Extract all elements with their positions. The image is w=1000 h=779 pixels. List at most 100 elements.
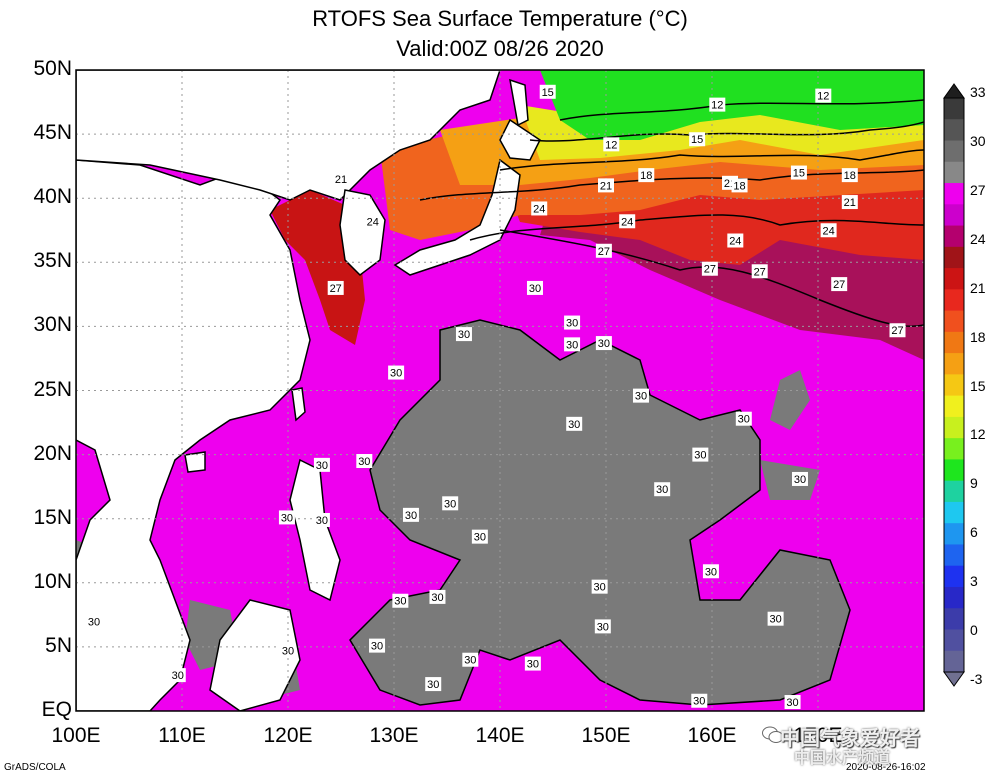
svg-text:30: 30	[597, 621, 609, 633]
svg-text:30: 30	[282, 646, 294, 658]
svg-text:21: 21	[335, 174, 347, 186]
colorbar-segment	[944, 459, 964, 482]
contour-label: 30	[654, 482, 671, 497]
contour-label: 30	[784, 695, 801, 710]
svg-text:24: 24	[729, 236, 741, 248]
lon-label: 100E	[51, 724, 101, 747]
contour-label: 30	[356, 454, 373, 469]
colorbar-segment	[944, 310, 964, 333]
svg-text:27: 27	[598, 246, 610, 258]
colorbar-segment	[944, 183, 964, 205]
colorbar-segment	[944, 119, 964, 142]
contour-label: 12	[603, 137, 620, 152]
svg-text:18: 18	[844, 170, 856, 182]
svg-text:30: 30	[358, 456, 370, 468]
lat-label: 45N	[33, 121, 72, 145]
lat-label: 30N	[33, 313, 72, 337]
contour-label: 24	[727, 233, 744, 248]
colorbar-segment	[944, 395, 964, 418]
svg-text:30: 30	[316, 460, 328, 472]
contour-label: 30	[564, 315, 581, 330]
svg-text:15: 15	[793, 168, 805, 180]
lon-label: 160E	[687, 724, 737, 747]
contour-label: 30	[691, 693, 708, 708]
colorbar-segment	[944, 140, 964, 163]
svg-text:30: 30	[88, 616, 100, 628]
contour-label: 27	[595, 243, 612, 258]
contour-30-central	[349, 319, 851, 706]
colorbar-max-arrow	[943, 83, 965, 99]
contour-label: 18	[638, 168, 655, 183]
colorbar-segment	[944, 225, 964, 248]
colorbar-segment	[944, 608, 964, 630]
colorbar-segment	[944, 523, 964, 545]
colorbar-segment	[944, 204, 964, 227]
lat-label: 35N	[33, 249, 72, 273]
contour-label: 27	[701, 261, 718, 276]
wechat-icon	[762, 726, 784, 743]
contour-label: 27	[751, 264, 768, 279]
map-title: RTOFS Sea Surface Temperature (°C)	[312, 6, 688, 31]
lon-label: 150E	[581, 724, 631, 747]
svg-text:21: 21	[844, 197, 856, 209]
colorbar-segment	[944, 246, 964, 269]
contour-label: 30	[692, 447, 709, 462]
sst-field-hot-pool-east	[760, 370, 820, 500]
colorbar-label: 6	[970, 524, 978, 541]
contour-label: 12	[709, 97, 726, 112]
colorbar-label: 27	[970, 181, 986, 198]
contour-label: 30	[313, 512, 330, 527]
colorbar-label: 30	[970, 132, 986, 149]
contour-label: 30	[791, 471, 808, 486]
contour-label: 30	[526, 280, 543, 295]
svg-text:30: 30	[458, 329, 470, 341]
svg-text:30: 30	[786, 697, 798, 709]
contour-label: 27	[327, 280, 344, 295]
contour-label: 30	[591, 579, 608, 594]
colorbar-label: 3	[970, 573, 978, 590]
sst-field-hot-pool-west	[76, 540, 300, 711]
colorbar-outline	[943, 97, 965, 673]
svg-text:30: 30	[371, 641, 383, 653]
contour-label: 27	[889, 323, 906, 338]
contour-label: 18	[731, 178, 748, 193]
contour-label: 24	[619, 214, 636, 229]
svg-text:30: 30	[390, 368, 402, 380]
svg-text:30: 30	[769, 614, 781, 626]
contour-label: 30	[402, 507, 419, 522]
watermark-text: 中国气象爱好者	[780, 728, 920, 750]
generated-timestamp: 2020-08-26-16:02	[846, 762, 926, 773]
land-japan	[393, 158, 521, 276]
contour-27	[499, 229, 924, 328]
land-hokkaido	[499, 118, 541, 161]
contour-label: 21	[598, 178, 614, 193]
contour-label: 21	[333, 171, 349, 186]
contour-label: 30	[767, 611, 784, 626]
svg-text:12: 12	[605, 139, 617, 151]
lat-label: 5N	[45, 633, 72, 657]
contour-label: 30	[594, 619, 611, 634]
lon-label: 110E	[158, 724, 206, 747]
colorbar-segment	[944, 289, 964, 312]
sst-field-hot-pool-central	[350, 320, 850, 705]
svg-text:30: 30	[474, 532, 486, 544]
svg-text:21: 21	[600, 180, 612, 192]
svg-text:30: 30	[316, 515, 328, 527]
svg-text:27: 27	[704, 264, 716, 276]
software-credit: GrADS/COLA	[4, 762, 66, 773]
colorbar-label: 24	[970, 230, 986, 247]
contour-label: 15	[689, 132, 706, 147]
contour-label: 30	[455, 327, 472, 342]
lat-label: 40N	[33, 185, 72, 209]
colorbar-segment	[944, 586, 964, 609]
land-asia-mainland	[76, 159, 311, 711]
svg-text:12: 12	[711, 100, 723, 112]
svg-text:24: 24	[822, 225, 834, 237]
land-hainan	[184, 451, 206, 473]
colorbar-label: 21	[970, 279, 986, 296]
lon-label: 140E	[475, 724, 525, 747]
svg-text:27: 27	[833, 279, 845, 291]
contour-label: 30	[632, 388, 649, 403]
contour-15	[529, 121, 924, 142]
